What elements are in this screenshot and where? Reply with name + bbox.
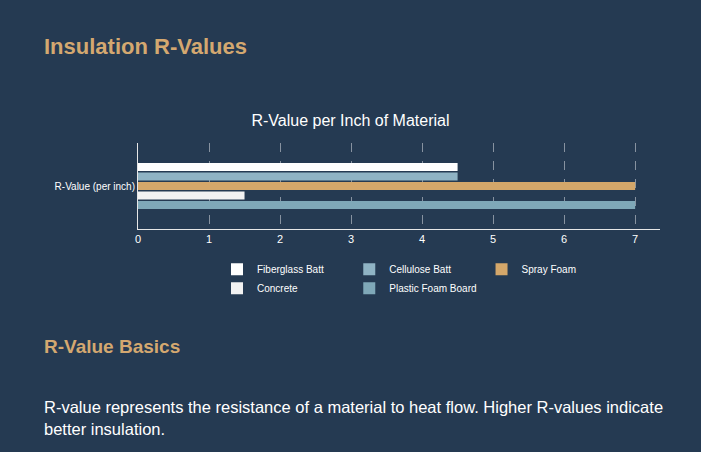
svg-text:5: 5 <box>490 233 496 245</box>
svg-text:7: 7 <box>632 233 638 245</box>
svg-text:0: 0 <box>135 233 141 245</box>
svg-text:Fiberglass Batt: Fiberglass Batt <box>257 264 324 275</box>
svg-text:1: 1 <box>206 233 212 245</box>
svg-text:Cellulose Batt: Cellulose Batt <box>389 264 451 275</box>
html-text:R-Value Basics: R-Value Basics <box>44 336 181 357</box>
svg-text:6: 6 <box>561 233 567 245</box>
svg-text:4: 4 <box>419 233 425 245</box>
svg-text:Plastic Foam Board: Plastic Foam Board <box>389 283 476 294</box>
svg-text:Spray Foam: Spray Foam <box>522 264 576 275</box>
svg-text:Concrete: Concrete <box>257 283 298 294</box>
html-text:R-value represents the resista: R-value represents the resistance of a m… <box>44 398 664 438</box>
html-text:Insulation R-Values: Insulation R-Values <box>44 34 247 59</box>
svg-text:R-Value per Inch of Material: R-Value per Inch of Material <box>251 112 449 129</box>
svg-text:2: 2 <box>277 233 283 245</box>
svg-text:R-Value (per inch): R-Value (per inch) <box>55 181 135 192</box>
svg-text:3: 3 <box>348 233 354 245</box>
